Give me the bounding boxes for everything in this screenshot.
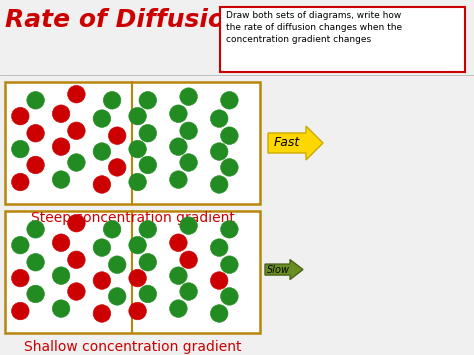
Circle shape bbox=[170, 138, 187, 155]
Circle shape bbox=[180, 122, 197, 140]
Circle shape bbox=[52, 171, 70, 189]
Circle shape bbox=[109, 256, 126, 273]
Circle shape bbox=[103, 220, 121, 238]
Bar bbox=[5, 82, 260, 204]
Circle shape bbox=[27, 125, 45, 142]
Text: Fast: Fast bbox=[274, 137, 300, 149]
Circle shape bbox=[129, 302, 146, 320]
Circle shape bbox=[170, 105, 187, 122]
Circle shape bbox=[68, 214, 85, 232]
Circle shape bbox=[180, 154, 197, 171]
Circle shape bbox=[68, 86, 85, 103]
Circle shape bbox=[93, 239, 111, 256]
Circle shape bbox=[220, 159, 238, 176]
Circle shape bbox=[210, 176, 228, 193]
Circle shape bbox=[11, 302, 29, 320]
Circle shape bbox=[129, 107, 146, 125]
Circle shape bbox=[220, 127, 238, 144]
Circle shape bbox=[180, 217, 197, 234]
Text: Steep concentration gradient: Steep concentration gradient bbox=[30, 211, 235, 225]
Circle shape bbox=[68, 283, 85, 300]
Circle shape bbox=[52, 234, 70, 252]
Circle shape bbox=[180, 283, 197, 300]
Circle shape bbox=[170, 267, 187, 284]
Circle shape bbox=[139, 285, 156, 303]
Circle shape bbox=[27, 92, 45, 109]
Circle shape bbox=[220, 92, 238, 109]
Circle shape bbox=[210, 143, 228, 160]
Circle shape bbox=[180, 88, 197, 105]
Circle shape bbox=[139, 253, 156, 271]
Circle shape bbox=[11, 140, 29, 158]
Circle shape bbox=[170, 171, 187, 189]
Circle shape bbox=[109, 288, 126, 305]
Circle shape bbox=[180, 251, 197, 269]
Circle shape bbox=[68, 154, 85, 171]
Circle shape bbox=[129, 140, 146, 158]
Circle shape bbox=[11, 236, 29, 254]
Bar bbox=[220, 7, 465, 72]
Circle shape bbox=[27, 220, 45, 238]
Circle shape bbox=[139, 156, 156, 174]
Circle shape bbox=[93, 110, 111, 127]
Circle shape bbox=[27, 253, 45, 271]
Circle shape bbox=[170, 234, 187, 252]
Circle shape bbox=[11, 269, 29, 287]
Circle shape bbox=[210, 110, 228, 127]
Circle shape bbox=[52, 138, 70, 155]
Circle shape bbox=[68, 251, 85, 269]
Circle shape bbox=[170, 300, 187, 317]
Circle shape bbox=[139, 125, 156, 142]
Circle shape bbox=[52, 300, 70, 317]
Circle shape bbox=[103, 92, 121, 109]
Text: Rate of Diffusion: Rate of Diffusion bbox=[5, 8, 243, 32]
Circle shape bbox=[210, 272, 228, 289]
Circle shape bbox=[220, 256, 238, 273]
Circle shape bbox=[68, 122, 85, 140]
Circle shape bbox=[52, 267, 70, 284]
Circle shape bbox=[11, 173, 29, 191]
Bar bbox=[5, 211, 260, 333]
Text: Shallow concentration gradient: Shallow concentration gradient bbox=[24, 340, 241, 354]
Circle shape bbox=[93, 272, 111, 289]
Text: Slow: Slow bbox=[267, 264, 290, 274]
Circle shape bbox=[11, 107, 29, 125]
Circle shape bbox=[220, 220, 238, 238]
Circle shape bbox=[129, 236, 146, 254]
Circle shape bbox=[93, 143, 111, 160]
Circle shape bbox=[210, 305, 228, 322]
Circle shape bbox=[129, 269, 146, 287]
Circle shape bbox=[27, 285, 45, 303]
Circle shape bbox=[93, 176, 111, 193]
Polygon shape bbox=[265, 260, 303, 279]
Text: Draw both sets of diagrams, write how
the rate of diffusion changes when the
con: Draw both sets of diagrams, write how th… bbox=[227, 11, 402, 44]
Circle shape bbox=[220, 288, 238, 305]
Circle shape bbox=[109, 127, 126, 144]
Circle shape bbox=[93, 305, 111, 322]
Circle shape bbox=[210, 239, 228, 256]
Circle shape bbox=[139, 92, 156, 109]
Circle shape bbox=[52, 105, 70, 122]
Circle shape bbox=[139, 220, 156, 238]
Polygon shape bbox=[268, 126, 323, 160]
Circle shape bbox=[109, 159, 126, 176]
Circle shape bbox=[129, 173, 146, 191]
Circle shape bbox=[27, 156, 45, 174]
